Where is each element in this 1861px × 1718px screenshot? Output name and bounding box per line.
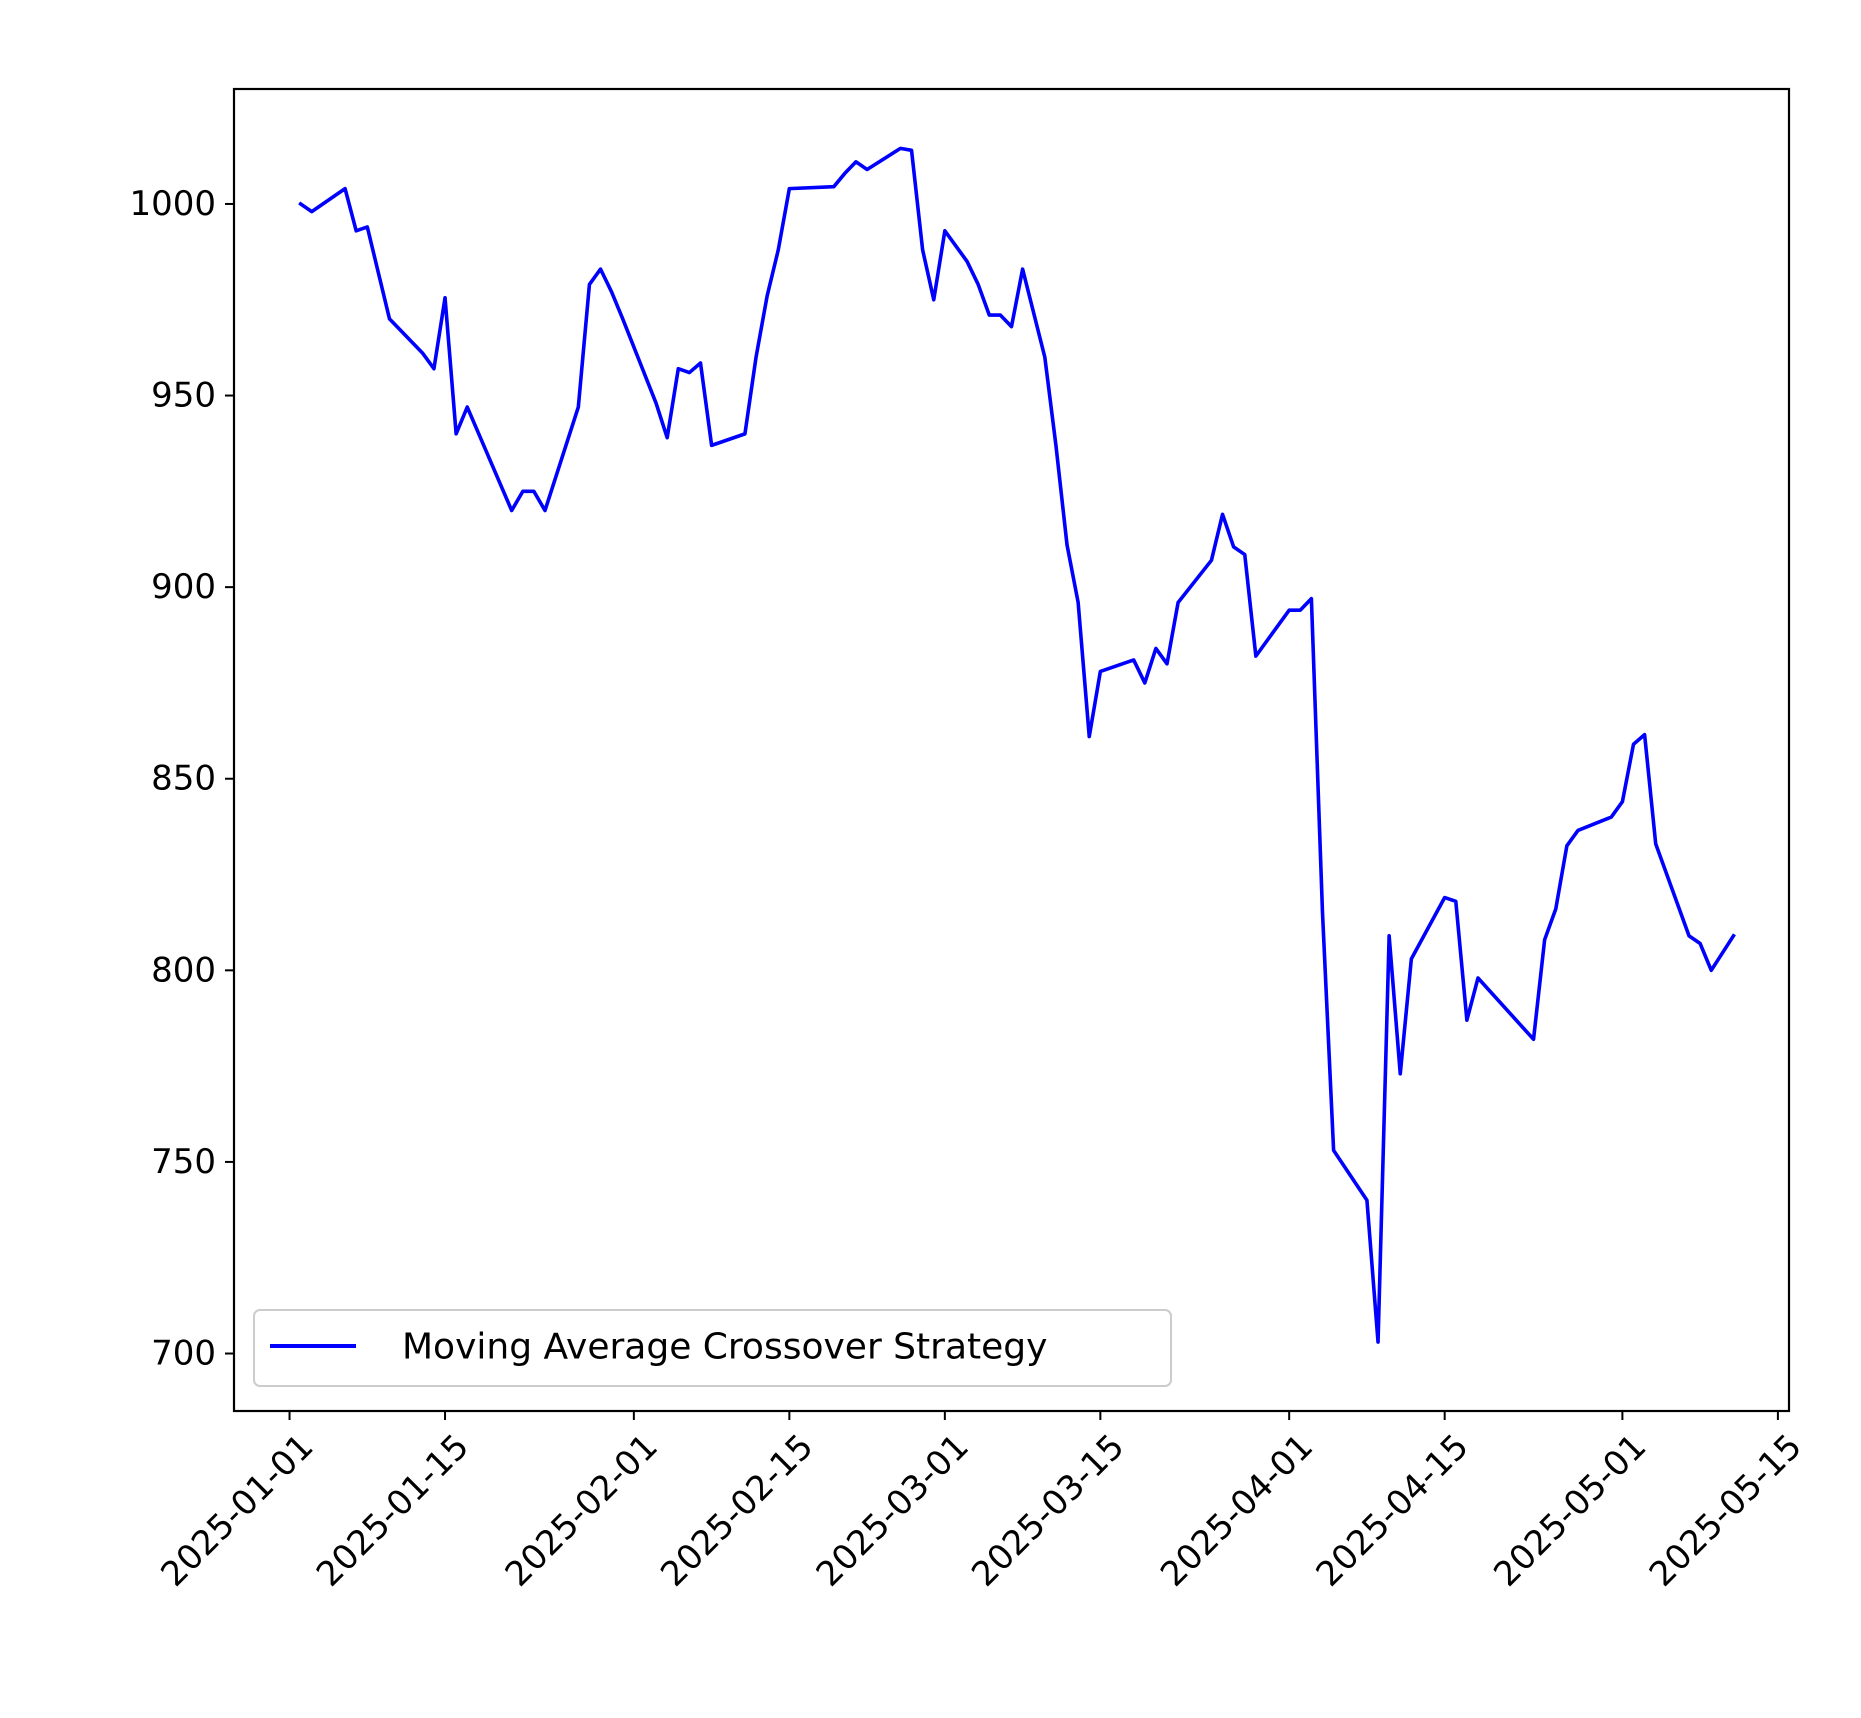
x-tick-label: 2025-05-15 — [1642, 1427, 1810, 1595]
y-tick-label: 850 — [151, 759, 216, 799]
y-tick-label: 1000 — [129, 184, 216, 224]
x-tick-label: 2025-01-15 — [309, 1427, 477, 1595]
axes-frame — [232, 87, 1791, 1413]
x-tick-label: 2025-04-01 — [1153, 1427, 1321, 1595]
x-tick-label: 2025-02-01 — [498, 1427, 666, 1595]
x-tick-label: 2025-05-01 — [1486, 1427, 1654, 1595]
x-tick-label: 2025-01-01 — [153, 1427, 321, 1595]
y-tick-label: 800 — [151, 950, 216, 990]
legend: Moving Average Crossover Strategy — [253, 1309, 1172, 1387]
y-tick-label: 750 — [151, 1142, 216, 1182]
x-tick-label: 2025-02-15 — [653, 1427, 821, 1595]
y-tick-label: 950 — [151, 376, 216, 416]
plot-area — [298, 146, 1736, 1344]
legend-label: Moving Average Crossover Strategy — [402, 1327, 1047, 1368]
legend-box — [253, 1309, 1172, 1387]
y-axis: 700 750 800 850 900 950 1000 — [129, 184, 234, 1374]
x-tick-label: 2025-03-01 — [809, 1427, 977, 1595]
y-tick-label: 700 — [151, 1334, 216, 1374]
series-line-0 — [298, 146, 1736, 1344]
x-tick-label: 2025-04-15 — [1309, 1427, 1477, 1595]
y-tick-label: 900 — [151, 567, 216, 607]
x-tick-label: 2025-03-15 — [964, 1427, 1132, 1595]
